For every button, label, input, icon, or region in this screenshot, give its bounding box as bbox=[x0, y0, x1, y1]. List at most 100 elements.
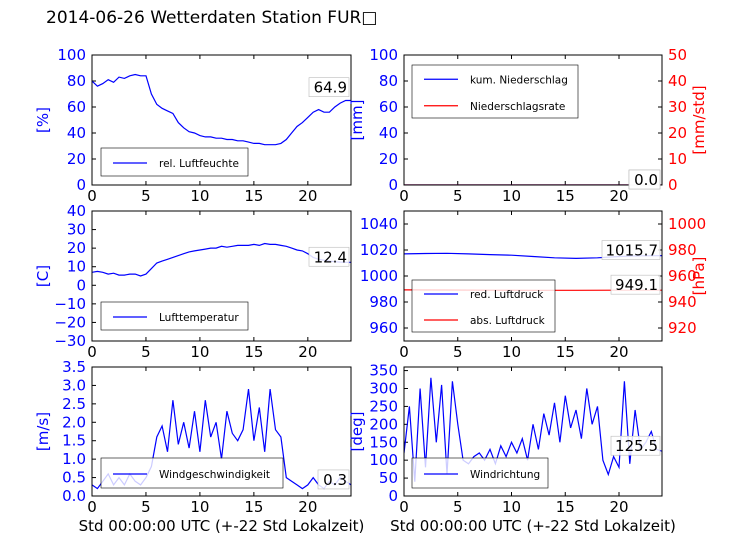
y2-tick-label: 30 bbox=[668, 98, 687, 116]
x-tick-label: 15 bbox=[244, 187, 263, 205]
legend-label: Windgeschwindigkeit bbox=[159, 469, 270, 481]
plot-frame bbox=[403, 210, 663, 342]
legend-label: abs. Luftdruck bbox=[470, 315, 546, 327]
y-tick-label: 0.0 bbox=[62, 487, 86, 505]
x-tick-label: 0 bbox=[87, 498, 97, 516]
y2-tick-label: 20 bbox=[668, 124, 687, 142]
y-tick-label: 960 bbox=[369, 319, 398, 337]
y-tick-label: 150 bbox=[369, 433, 398, 451]
legend-box bbox=[411, 64, 579, 119]
x-tick-label: 15 bbox=[556, 187, 575, 205]
x-tick-label: 5 bbox=[453, 498, 463, 516]
legend-box bbox=[100, 457, 284, 489]
y-tick-label: 0 bbox=[76, 276, 86, 294]
panel-temperature: 0 5 10 15 20−30−20−10010203040[C]12.4Lufttem… bbox=[34, 202, 352, 361]
plot-frame bbox=[91, 210, 352, 342]
page-title: 2014-06-26 Wetterdaten Station FUR□ bbox=[46, 8, 378, 28]
legend-box bbox=[100, 147, 249, 177]
value-annotation-box bbox=[601, 240, 661, 260]
value-annotation-box bbox=[317, 469, 350, 490]
y-tick-label: 100 bbox=[57, 46, 86, 64]
plot-frame bbox=[91, 54, 352, 186]
legend-label: Niederschlagsrate bbox=[470, 101, 565, 113]
value-annotation-2: 949.1 bbox=[615, 276, 658, 294]
x-tick-label: 15 bbox=[244, 498, 263, 516]
y-tick-label: 20 bbox=[67, 239, 86, 257]
y-tick-label: 50 bbox=[379, 469, 398, 487]
y-tick-label: 60 bbox=[67, 98, 86, 116]
y2-tick-label: 960 bbox=[668, 267, 697, 285]
y-tick-label: 80 bbox=[67, 72, 86, 90]
y2-tick-label: 980 bbox=[668, 241, 697, 259]
plot-frame bbox=[91, 366, 352, 497]
x-tick-label: 15 bbox=[244, 343, 263, 361]
series-line-0 bbox=[92, 242, 351, 277]
y-tick-label: 40 bbox=[67, 202, 86, 220]
y-axis-label: [deg] bbox=[348, 412, 366, 452]
y-tick-label: 40 bbox=[379, 124, 398, 142]
x-tick-label: 5 bbox=[453, 187, 463, 205]
y-tick-label: 0.5 bbox=[62, 469, 86, 487]
y-tick-label: 200 bbox=[369, 415, 398, 433]
x-tick-label: 10 bbox=[190, 187, 209, 205]
y-axis-label: [m/s] bbox=[34, 412, 52, 451]
y-tick-label: −10 bbox=[54, 295, 86, 313]
legend-box bbox=[411, 457, 549, 489]
y-tick-label: 3.5 bbox=[62, 358, 86, 376]
value-annotation: 1015.7 bbox=[606, 242, 659, 260]
y-tick-label: 1020 bbox=[360, 241, 398, 259]
panel-wind-speed: 0 5 10 15 20 0.00.51.01.52.02.53.03.5 [m/s] Std… bbox=[34, 358, 364, 535]
x-tick-label: 20 bbox=[609, 498, 628, 516]
y-tick-label: 3.0 bbox=[62, 376, 86, 394]
value-annotation-box bbox=[610, 435, 661, 456]
y-tick-label: 40 bbox=[67, 124, 86, 142]
y-tick-label: 100 bbox=[369, 46, 398, 64]
x-tick-label: 0 bbox=[399, 498, 409, 516]
y-axis-label: [mm] bbox=[348, 100, 366, 141]
x-tick-label: 20 bbox=[298, 343, 317, 361]
y-tick-label: 2.5 bbox=[62, 395, 86, 413]
legend-label: kum. Niederschlag bbox=[470, 74, 568, 86]
y-tick-label: 1.5 bbox=[62, 432, 86, 450]
y-tick-label: 0 bbox=[76, 176, 86, 194]
series-line-0 bbox=[92, 73, 351, 146]
legend-box bbox=[411, 279, 556, 333]
y-tick-label: 1.0 bbox=[62, 450, 86, 468]
y-tick-label: 1000 bbox=[360, 267, 398, 285]
y-tick-label: 60 bbox=[379, 98, 398, 116]
x-tick-label: 10 bbox=[502, 187, 521, 205]
x-tick-label: 5 bbox=[141, 343, 151, 361]
y-tick-label: −30 bbox=[54, 332, 86, 350]
value-annotation: 64.9 bbox=[314, 79, 347, 97]
y-tick-label: 0 bbox=[388, 487, 398, 505]
y-tick-label: 30 bbox=[67, 221, 86, 239]
y-tick-label: 20 bbox=[67, 150, 86, 168]
legend-label: Windrichtung bbox=[470, 469, 540, 481]
y-axis-label: [%] bbox=[34, 107, 52, 133]
x-tick-label: 20 bbox=[609, 187, 628, 205]
x-tick-label: 5 bbox=[141, 498, 151, 516]
x-tick-label: 10 bbox=[502, 343, 521, 361]
y-tick-label: −20 bbox=[54, 313, 86, 331]
x-tick-label: 10 bbox=[502, 498, 521, 516]
value-annotation: 0.3 bbox=[323, 471, 347, 489]
x-tick-label: 0 bbox=[87, 343, 97, 361]
series-group bbox=[92, 242, 351, 277]
x-tick-label: 5 bbox=[141, 187, 151, 205]
x-tick-label: 20 bbox=[298, 498, 317, 516]
panel-precip: 0 5 10 15 20 0 20 40 60 80 100 0 10 20 30 40 50 [mm] [mm/s… bbox=[348, 46, 708, 205]
y2-tick-label: 50 bbox=[668, 46, 687, 64]
plot-frame bbox=[403, 54, 663, 186]
value-annotation: 12.4 bbox=[314, 248, 347, 266]
y2-tick-label: 10 bbox=[668, 150, 687, 168]
x-axis-label: Std 00:00:00 UTC (+-22 Std Lokalzeit) bbox=[390, 517, 676, 535]
x-tick-label: 0 bbox=[399, 187, 409, 205]
value-annotation-box bbox=[308, 77, 350, 97]
x-tick-label: 0 bbox=[87, 187, 97, 205]
y-tick-label: 10 bbox=[67, 258, 86, 276]
y-tick-label: 2.0 bbox=[62, 413, 86, 431]
y2-tick-label: 40 bbox=[668, 72, 687, 90]
x-tick-label: 20 bbox=[609, 343, 628, 361]
